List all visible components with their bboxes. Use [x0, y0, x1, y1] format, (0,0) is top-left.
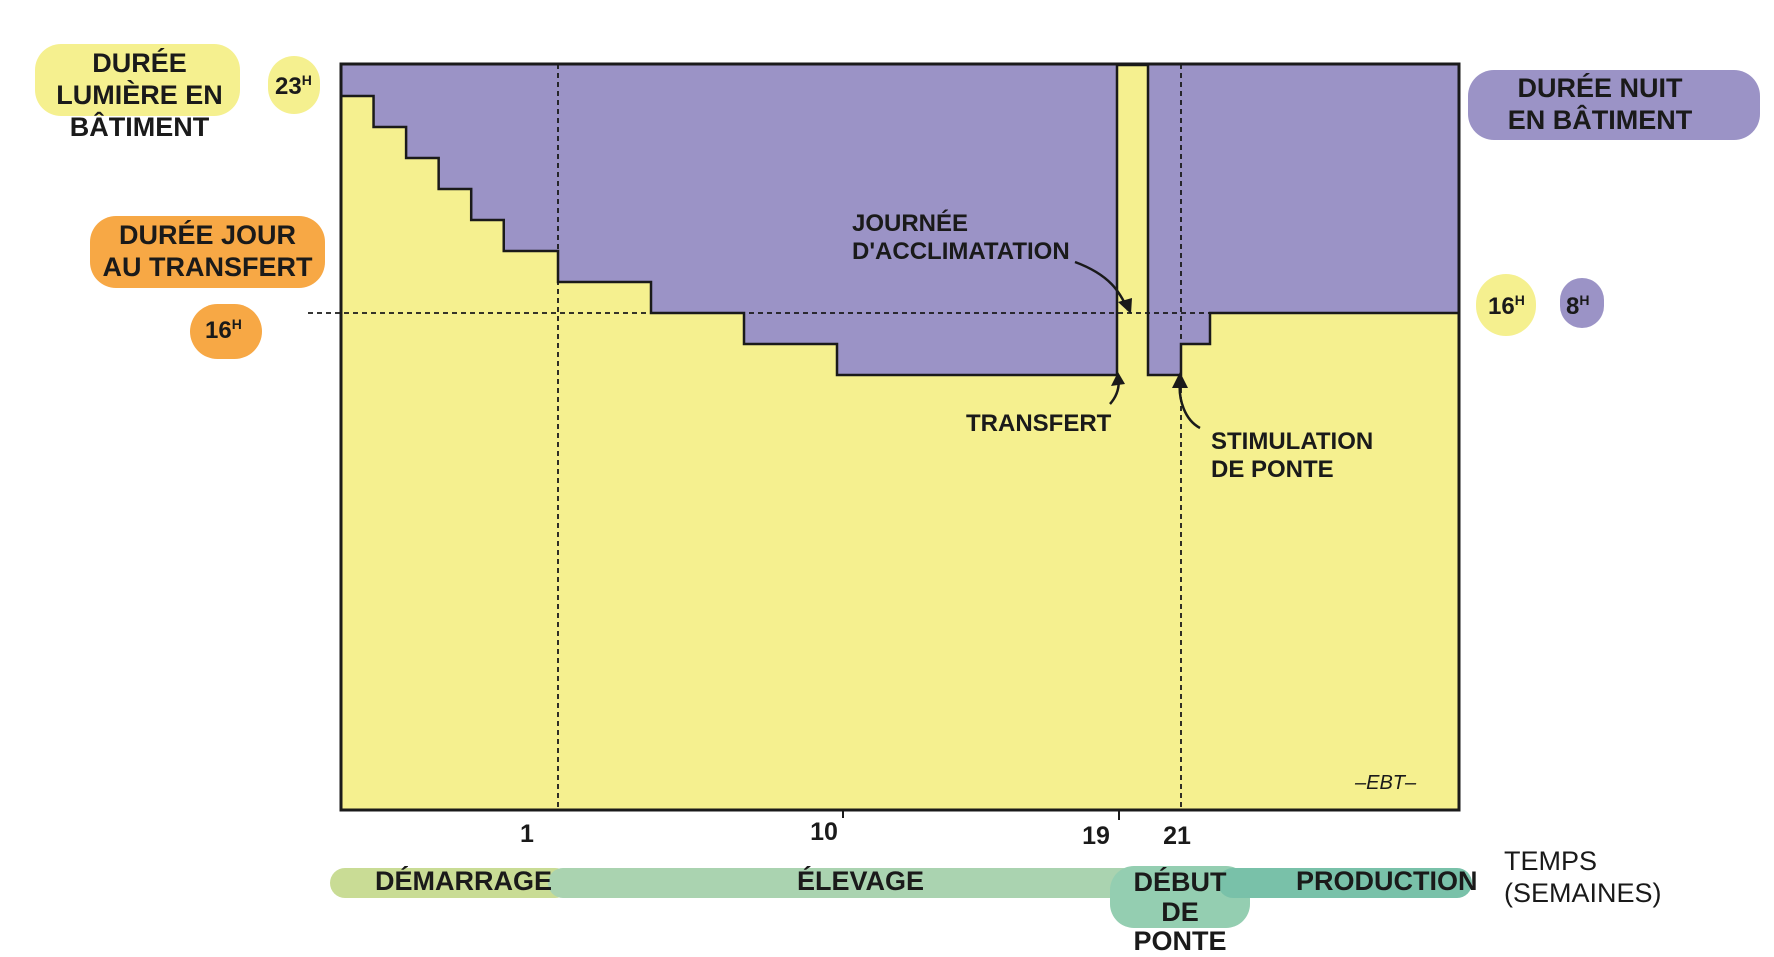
phase-production: PRODUCTION: [1296, 866, 1478, 896]
light-title: DURÉE LUMIÈRE EN BÂTIMENT: [56, 48, 223, 142]
x-tick-21: 21: [1163, 822, 1191, 850]
x-tick-10: 10: [810, 818, 838, 846]
x-tick-1: 1: [520, 820, 534, 848]
night-title-tag: [1468, 70, 1760, 140]
value-8-label: 8H: [1566, 292, 1590, 320]
annotation-transfert: TRANSFERT: [966, 410, 1112, 437]
arrow-stimulation-head: [1172, 372, 1188, 388]
arrow-acclimatation-head: [1118, 298, 1132, 314]
value-16-right-tag: [1476, 274, 1536, 336]
value-23-label: 23H: [275, 72, 312, 100]
phase-demarrage: DÉMARRAGE: [375, 866, 553, 896]
phase-bar-demarrage: [330, 868, 570, 898]
value-16-left-label: 16H: [205, 316, 242, 344]
night-title: DURÉE NUIT EN BÂTIMENT: [1507, 73, 1693, 135]
signature: –EBT–: [1355, 772, 1417, 794]
value-16-right-label: 16H: [1488, 292, 1525, 320]
phase-bar-elevage: [548, 868, 1138, 898]
phase-elevage: ÉLEVAGE: [797, 866, 925, 896]
annotation-acclimatation: JOURNÉE D'ACCLIMATATION: [852, 210, 1070, 266]
light-title-tag: [35, 44, 240, 116]
time-axis-title: TEMPS (SEMAINES): [1504, 846, 1662, 908]
day-transfer-tag: [90, 216, 325, 288]
day-transfer-title: DURÉE JOUR AU TRANSFERT: [102, 220, 313, 282]
arrow-transfert-head: [1111, 372, 1125, 386]
annotation-stimulation: STIMULATION DE PONTE: [1211, 428, 1374, 484]
plot-frame: [339, 62, 1461, 812]
x-tick-19: 19: [1082, 822, 1110, 850]
phase-bar-production: [1218, 868, 1472, 898]
value-16-left-tag: [190, 304, 262, 359]
phase-debut-ponte: DÉBUT DE PONTE: [1133, 867, 1227, 957]
value-23-tag: [268, 56, 320, 114]
value-8-tag: [1560, 278, 1604, 328]
